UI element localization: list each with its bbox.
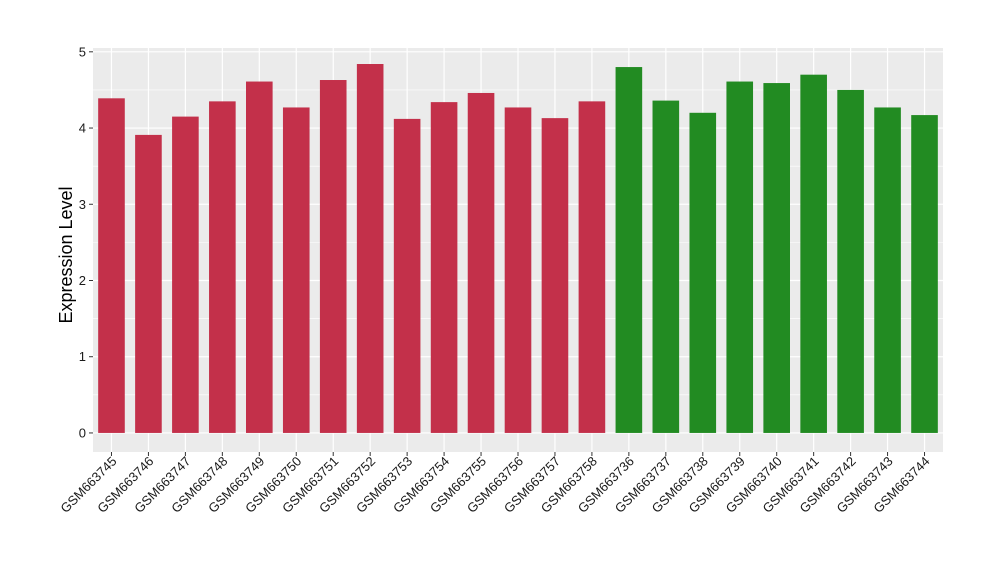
bar <box>246 81 273 433</box>
bar <box>209 101 236 433</box>
y-tick-label: 0 <box>79 425 86 440</box>
bar <box>172 116 199 433</box>
bar <box>874 107 901 433</box>
y-axis-title: Expression Level <box>56 186 76 323</box>
bar <box>393 118 421 433</box>
y-axis: 0 1 2 3 4 5 <box>79 44 93 440</box>
bar <box>98 98 125 433</box>
y-tick-label: 3 <box>79 197 86 212</box>
bar <box>504 107 532 433</box>
bar <box>541 118 569 433</box>
bar <box>615 67 643 433</box>
y-tick-label: 1 <box>79 349 86 364</box>
bar <box>282 107 310 433</box>
bar <box>578 101 606 433</box>
bar <box>430 102 458 433</box>
bar <box>800 74 827 433</box>
bar <box>837 89 864 433</box>
bar <box>911 115 938 433</box>
bar <box>689 112 717 433</box>
bar <box>726 81 754 433</box>
bar <box>356 64 384 433</box>
x-axis: GSM663745GSM663746GSM663747GSM663748GSM6… <box>57 452 933 516</box>
bar <box>135 134 162 433</box>
bar <box>763 83 790 433</box>
y-tick-label: 2 <box>79 273 86 288</box>
bars <box>98 64 938 433</box>
bar <box>652 100 680 433</box>
y-tick-label: 5 <box>79 44 86 59</box>
y-tick-label: 4 <box>79 121 86 136</box>
bar <box>467 92 495 433</box>
bar <box>319 80 347 433</box>
